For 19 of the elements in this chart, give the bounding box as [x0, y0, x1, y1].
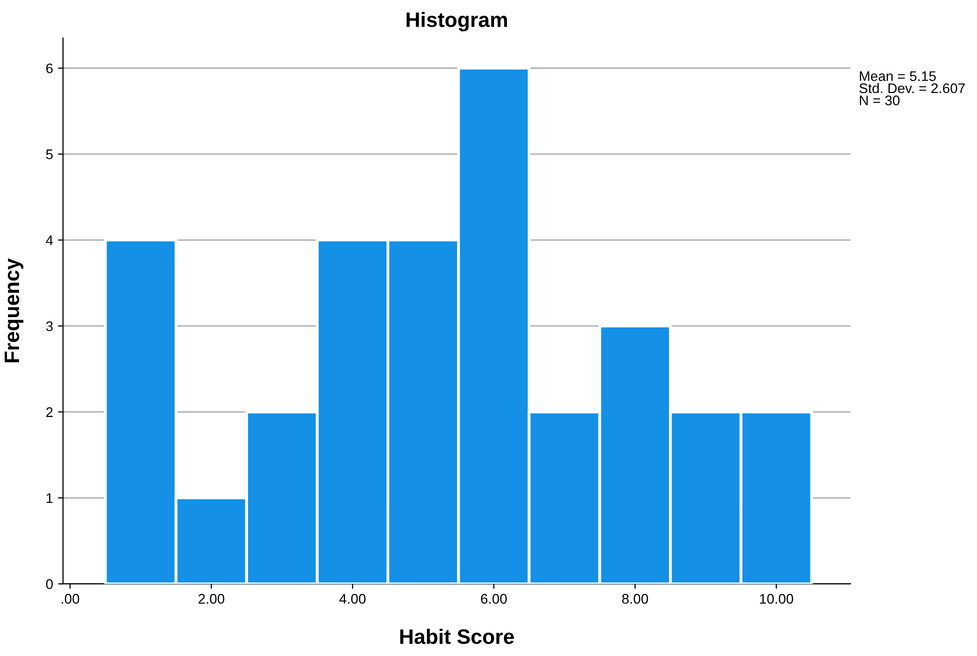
y-axis-title: Frequency — [4, 258, 24, 362]
y-tick-label: 2 — [46, 407, 53, 417]
y-tick-label: 1 — [46, 493, 53, 503]
y-tick-label: 4 — [46, 236, 53, 246]
x-tick-label: 2.00 — [198, 594, 224, 604]
text: N = 30 — [860, 95, 900, 106]
x-axis-title: Habit Score — [400, 628, 514, 644]
y-tick-label: 0 — [46, 579, 53, 590]
text: Std. Dev. = 2.607 — [859, 82, 965, 94]
text: Mean = 5.15 — [860, 71, 936, 82]
y-tick-label: 6 — [46, 63, 53, 74]
x-tick-label: 4.00 — [339, 594, 366, 604]
y-tick-label: 5 — [46, 150, 53, 160]
x-tick-label: 6.00 — [481, 594, 507, 604]
x-tick-label: 10.00 — [760, 594, 794, 604]
x-tick-label: 8.00 — [622, 594, 648, 604]
chart-title: Histogram — [406, 12, 507, 32]
y-tick-label: 3 — [46, 321, 53, 332]
x-tick-label: .00 — [62, 594, 80, 604]
